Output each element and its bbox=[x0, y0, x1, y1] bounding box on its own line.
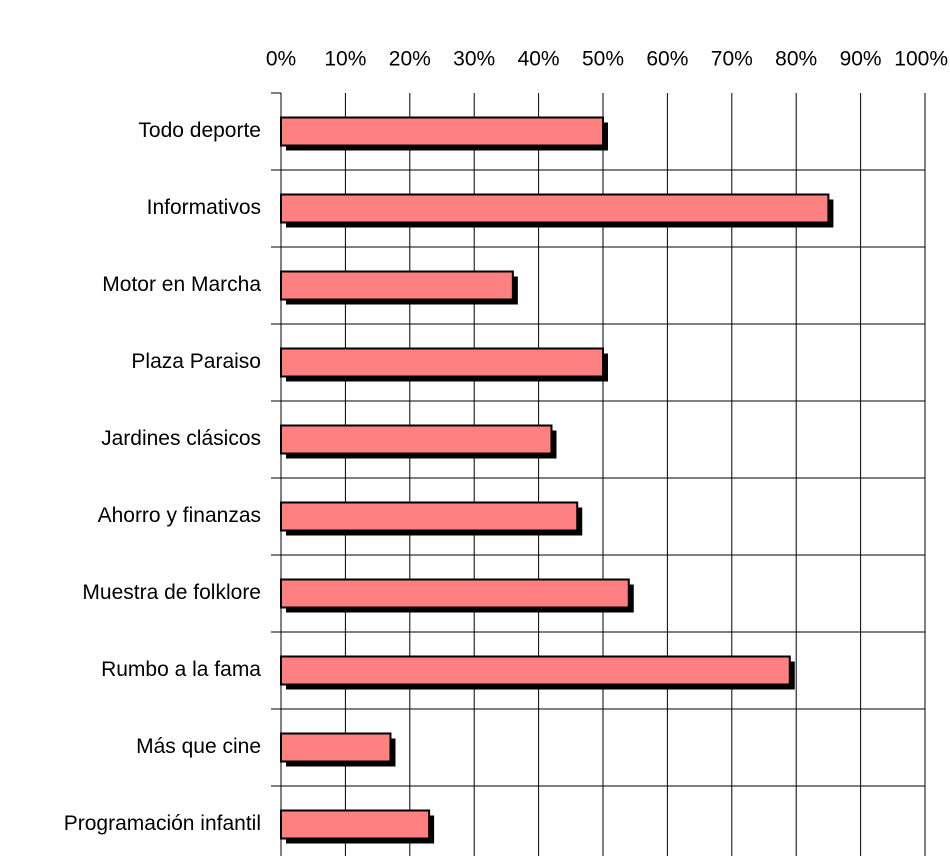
x-tick-label: 80% bbox=[775, 48, 817, 71]
x-tick-label: 100% bbox=[894, 48, 948, 71]
bar bbox=[280, 732, 392, 763]
y-tick-label: Motor en Marcha bbox=[102, 273, 261, 296]
x-tick-label: 30% bbox=[453, 48, 495, 71]
bar bbox=[280, 424, 553, 455]
y-tick-label: Todo deporte bbox=[138, 119, 261, 142]
x-tick-label: 90% bbox=[840, 48, 882, 71]
bar bbox=[280, 193, 830, 224]
y-tick-label: Rumbo a la fama bbox=[101, 658, 261, 681]
bar bbox=[280, 809, 431, 840]
y-tick-label: Más que cine bbox=[136, 735, 261, 758]
y-tick-label: Jardines clásicos bbox=[101, 427, 261, 450]
x-tick-label: 60% bbox=[646, 48, 688, 71]
bar bbox=[280, 116, 604, 147]
x-tick-label: 40% bbox=[518, 48, 560, 71]
bar bbox=[280, 501, 579, 532]
x-tick-label: 10% bbox=[324, 48, 366, 71]
bar bbox=[280, 655, 791, 686]
bar bbox=[280, 347, 604, 378]
x-tick-label: 20% bbox=[389, 48, 431, 71]
bar bbox=[280, 578, 630, 609]
x-tick-label: 50% bbox=[582, 48, 624, 71]
y-tick-label: Informativos bbox=[147, 196, 261, 219]
y-tick-label: Plaza Paraiso bbox=[131, 350, 261, 373]
x-tick-label: 70% bbox=[711, 48, 753, 71]
bar bbox=[280, 270, 514, 301]
y-tick-label: Programación infantil bbox=[64, 812, 261, 835]
y-tick-label: Muestra de folklore bbox=[82, 581, 261, 604]
y-tick-label: Ahorro y finanzas bbox=[98, 504, 261, 527]
x-tick-label: 0% bbox=[266, 48, 296, 71]
